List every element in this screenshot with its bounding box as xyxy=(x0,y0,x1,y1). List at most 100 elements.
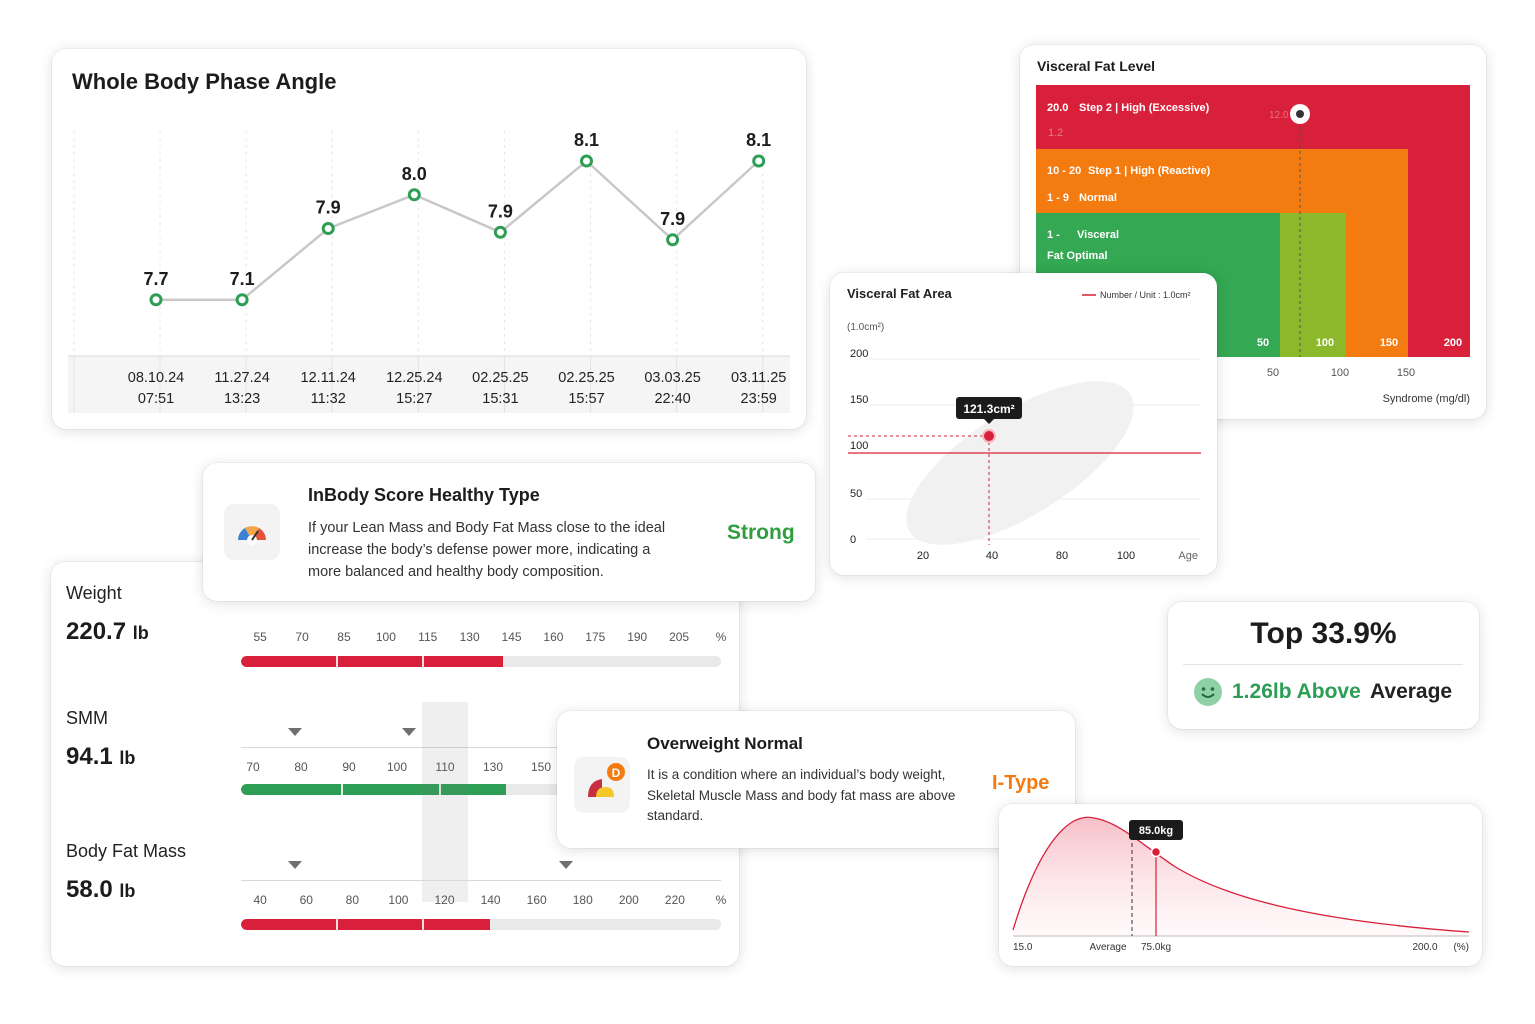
bfm-scale: 40 60 80 100 120 140 160 180 200 220% xyxy=(241,893,727,907)
x-tick: 100 xyxy=(1117,550,1135,562)
data-point[interactable] xyxy=(666,233,680,247)
band-label-3: Normal xyxy=(1079,192,1117,204)
user-data-point[interactable] xyxy=(982,429,996,443)
divider xyxy=(1183,664,1463,665)
value-label: 8.1 xyxy=(574,130,599,150)
time-label: 11:32 xyxy=(311,391,346,407)
bfm-bar-fill xyxy=(241,919,490,930)
visceral-fat-area-title: Visceral Fat Area xyxy=(847,286,953,301)
value-label: 7.9 xyxy=(488,201,513,221)
gauge-icon xyxy=(224,504,280,560)
y-tick: 200 xyxy=(850,348,868,360)
scale-tick: 100 xyxy=(375,630,396,644)
scale-tick: 70 xyxy=(246,760,260,774)
date-label: 08.10.24 xyxy=(128,370,184,386)
distribution-tooltip: 85.0kg xyxy=(1139,825,1173,837)
phase-angle-card: Whole Body Phase Angle 7.7 08.10.24 07:51 7… xyxy=(52,49,806,429)
syndrome-axis-label: Syndrome (mg/dl) xyxy=(1383,393,1470,405)
time-label: 15:27 xyxy=(396,391,432,407)
scale-tick: 80 xyxy=(345,893,360,907)
user-marker[interactable] xyxy=(1150,846,1162,858)
time-label: 15:57 xyxy=(568,391,604,407)
scale-tick: 110 xyxy=(435,760,455,774)
inbody-score-card: InBody Score Healthy Type If your Lean M… xyxy=(203,463,815,601)
data-point[interactable] xyxy=(321,222,335,235)
phase-angle-line xyxy=(156,159,760,301)
x-tick: 80 xyxy=(1056,550,1068,562)
level-marker-dot xyxy=(1296,110,1304,118)
tooltip-box xyxy=(956,397,1022,419)
y-tick: 0 xyxy=(850,534,856,546)
scale-tick: 190 xyxy=(627,630,648,644)
bfm-bar xyxy=(241,919,721,930)
band-label-1: Step 2 | High (Excessive) xyxy=(1079,102,1210,114)
value-label: 7.7 xyxy=(143,269,168,289)
scale-tick: % xyxy=(715,893,727,907)
smm-bar-fill xyxy=(241,784,507,795)
distribution-user-label: 75.0kg xyxy=(1141,942,1171,953)
scale-tick: % xyxy=(715,630,727,644)
scale-tick: 100 xyxy=(386,760,408,774)
time-label: 22:40 xyxy=(654,391,690,407)
time-label: 15:31 xyxy=(482,391,518,407)
weight-distribution-chart: 85.0kg 15.0 Average 75.0kg 200.0 (%) xyxy=(1012,816,1470,953)
band-range-2: 10 - 20 xyxy=(1047,165,1081,177)
outer-tick: 100 xyxy=(1331,367,1349,379)
scale-tick: 140 xyxy=(480,893,501,907)
ranking-value: 1.26lb Above xyxy=(1232,680,1361,703)
scale-tick: 150 xyxy=(530,760,552,774)
time-label: 13:23 xyxy=(224,391,260,407)
weight-bar-fill xyxy=(241,656,503,667)
data-point[interactable] xyxy=(493,225,507,239)
ranking-title: Top 33.9% xyxy=(1250,617,1397,650)
ranking-suffix: Average xyxy=(1370,680,1453,703)
phase-angle-chart: 7.7 08.10.24 07:51 7.1 11.27.24 13:23 7.9 12.11… xyxy=(68,130,790,413)
highlight-column xyxy=(422,702,468,902)
smile-icon xyxy=(1193,677,1223,707)
data-point[interactable] xyxy=(752,154,766,168)
inbody-score-description: If your Lean Mass and Body Fat Mass clos… xyxy=(308,520,666,580)
inner-tick: 100 xyxy=(1316,337,1334,349)
distribution-average-label: Average xyxy=(1089,942,1127,953)
x-tick: 20 xyxy=(917,550,929,562)
inner-tick: 50 xyxy=(1257,337,1269,349)
data-point[interactable] xyxy=(149,293,163,307)
marker-faint-label-2: 1.2 xyxy=(1048,127,1063,139)
date-label: 03.03.25 xyxy=(644,370,700,386)
outer-tick: 150 xyxy=(1397,367,1415,379)
distribution-tooltip-box xyxy=(1129,820,1183,840)
data-point[interactable] xyxy=(580,154,593,168)
band-range-3: 1 - 9 xyxy=(1047,192,1069,204)
scale-tick: 115 xyxy=(418,630,438,644)
scale-tick: 130 xyxy=(459,630,480,644)
weight-distribution-card: 85.0kg 15.0 Average 75.0kg 200.0 (%) xyxy=(999,804,1482,966)
data-point[interactable] xyxy=(235,293,249,307)
tooltip-value: 121.3cm² xyxy=(963,402,1014,416)
data-point[interactable] xyxy=(407,188,421,202)
inner-tick: 200 xyxy=(1444,337,1462,349)
visceral-fat-level-title: Visceral Fat Level xyxy=(1037,58,1156,74)
smm-scale: 70 80 90 100 110 130 150 xyxy=(241,760,551,774)
date-label: 11.27.24 xyxy=(214,370,269,386)
distribution-unit: (%) xyxy=(1453,942,1469,953)
unit-label: (1.0cm²) xyxy=(847,322,884,333)
value-label: 7.9 xyxy=(316,198,341,218)
body-type-title: Overweight Normal xyxy=(647,734,803,753)
scale-tick: 200 xyxy=(618,893,639,907)
date-label: 02.25.25 xyxy=(558,370,614,386)
weight-value: 220.7 lb xyxy=(66,618,149,645)
date-label: 12.11.24 xyxy=(301,370,356,386)
band-label-2: Step 1 | High (Reactive) xyxy=(1088,165,1211,177)
band-range-1: 20.0 xyxy=(1047,102,1068,114)
x-axis-label: Age xyxy=(1178,550,1198,562)
scale-tick: 130 xyxy=(482,760,504,774)
date-label: 02.25.25 xyxy=(472,370,528,386)
weight-label: Weight xyxy=(66,583,122,603)
scale-tick: 205 xyxy=(669,630,690,644)
smm-bar xyxy=(241,784,721,795)
band-label-4: Visceral xyxy=(1077,229,1119,241)
weight-scale: 55 70 85 100 115 130 145 160 175 190 205% xyxy=(241,630,727,644)
bfm-range-marker xyxy=(559,861,573,869)
value-label: 7.9 xyxy=(660,209,685,229)
smm-range-marker xyxy=(402,728,416,736)
